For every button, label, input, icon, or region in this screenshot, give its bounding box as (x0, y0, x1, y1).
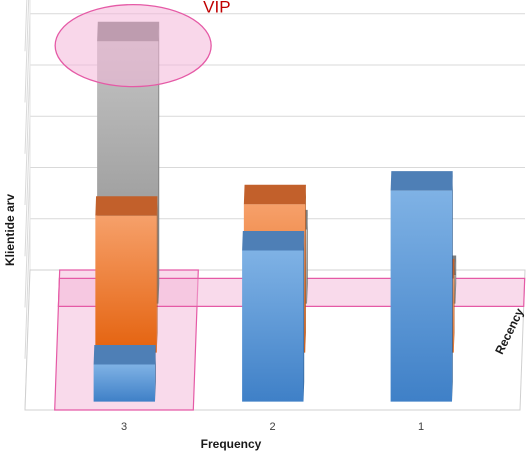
bar-side (303, 230, 305, 402)
bar-top (93, 344, 156, 365)
bar-front (95, 215, 157, 353)
bar-side (158, 21, 160, 304)
x-axis-title: Frequency (201, 437, 262, 451)
bar-frequency-2-recency-1 (242, 230, 305, 402)
bar-top (243, 184, 306, 205)
bars (93, 21, 457, 402)
x-tick-label-1: 1 (418, 421, 424, 433)
annotations: VIP (54, 0, 231, 88)
bar-side (451, 171, 453, 402)
bar-front (242, 250, 304, 402)
gridline (24, 0, 30, 103)
bar-side (305, 184, 306, 353)
bar-frequency-3-recency-2 (95, 196, 158, 353)
bar-front (93, 364, 155, 402)
bar-frequency-1-recency-1 (390, 171, 453, 402)
y-axis-title: Klientide arv (3, 194, 17, 266)
bar-front (390, 190, 452, 402)
bar-top (242, 230, 305, 251)
x-tick-label-2: 2 (269, 421, 275, 433)
gridline (24, 0, 28, 52)
x-tick-label-3: 3 (121, 421, 127, 433)
bar-side (453, 258, 455, 353)
vip-label: VIP (203, 0, 230, 17)
vip-highlight-ellipse (54, 3, 212, 88)
bar-top (390, 171, 453, 191)
bar-side (455, 255, 457, 304)
bar-side (156, 196, 158, 353)
bar-frequency-3-recency-1 (93, 344, 156, 402)
bar-top (95, 196, 158, 216)
bar-side (154, 344, 156, 402)
bar-side (306, 209, 308, 304)
